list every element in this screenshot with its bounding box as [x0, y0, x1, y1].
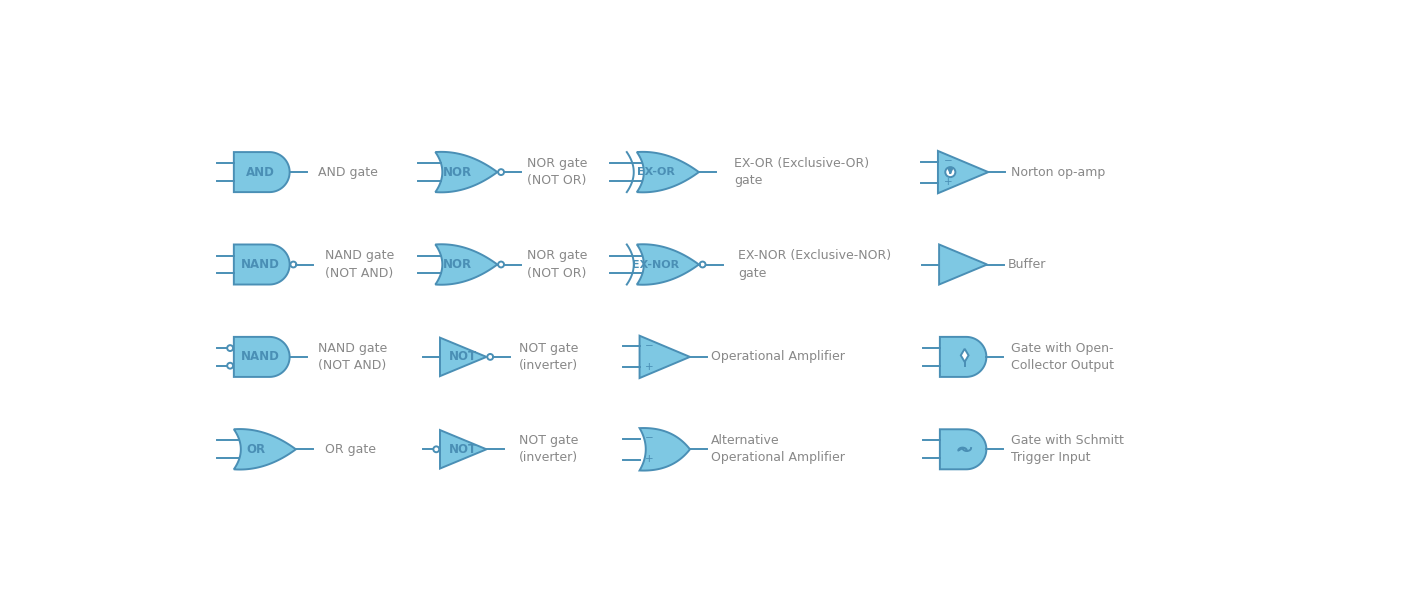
Text: AND gate: AND gate: [318, 166, 377, 179]
Circle shape: [498, 262, 504, 268]
Polygon shape: [234, 244, 289, 284]
Circle shape: [498, 169, 504, 175]
Text: NOR: NOR: [442, 166, 472, 179]
Text: EX-OR: EX-OR: [637, 167, 675, 177]
Polygon shape: [960, 349, 969, 362]
Circle shape: [227, 363, 233, 368]
Text: Alternative
Operational Amplifier: Alternative Operational Amplifier: [712, 434, 846, 464]
Text: NOT: NOT: [449, 350, 477, 364]
Polygon shape: [435, 244, 497, 285]
Polygon shape: [637, 244, 699, 285]
Polygon shape: [234, 337, 289, 377]
Text: NOR gate
(NOT OR): NOR gate (NOT OR): [527, 250, 587, 280]
Polygon shape: [441, 338, 487, 376]
Polygon shape: [441, 430, 487, 469]
Text: NOR: NOR: [442, 258, 472, 271]
Text: NOT gate
(inverter): NOT gate (inverter): [520, 342, 579, 372]
Text: NAND gate
(NOT AND): NAND gate (NOT AND): [318, 342, 387, 372]
Polygon shape: [940, 429, 987, 469]
Polygon shape: [234, 429, 297, 470]
Text: Operational Amplifier: Operational Amplifier: [712, 350, 846, 364]
Polygon shape: [637, 152, 699, 193]
Text: EX-NOR: EX-NOR: [633, 259, 679, 269]
Polygon shape: [939, 244, 987, 284]
Text: −: −: [645, 341, 654, 350]
Text: NAND: NAND: [241, 350, 280, 364]
Text: +: +: [645, 454, 654, 464]
Text: AND: AND: [246, 166, 275, 179]
Polygon shape: [640, 428, 690, 470]
Text: EX-NOR (Exclusive-NOR)
gate: EX-NOR (Exclusive-NOR) gate: [738, 250, 891, 280]
Polygon shape: [940, 337, 987, 377]
Text: OR: OR: [246, 443, 265, 456]
Circle shape: [487, 354, 493, 360]
Text: NOT gate
(inverter): NOT gate (inverter): [520, 434, 579, 464]
Text: Gate with Schmitt
Trigger Input: Gate with Schmitt Trigger Input: [1011, 434, 1124, 464]
Text: OR gate: OR gate: [325, 443, 377, 456]
Text: −: −: [943, 156, 952, 166]
Text: NOT: NOT: [449, 443, 477, 456]
Circle shape: [227, 345, 233, 351]
Circle shape: [945, 167, 956, 177]
Text: +: +: [943, 177, 952, 187]
Text: −: −: [645, 433, 654, 443]
Text: NAND gate
(NOT AND): NAND gate (NOT AND): [325, 250, 394, 280]
Polygon shape: [640, 336, 690, 378]
Text: Gate with Open-
Collector Output: Gate with Open- Collector Output: [1011, 342, 1114, 372]
Text: Buffer: Buffer: [1008, 258, 1046, 271]
Circle shape: [433, 446, 439, 452]
Circle shape: [699, 262, 706, 268]
Polygon shape: [435, 152, 497, 193]
Polygon shape: [234, 152, 289, 192]
Text: Norton op-amp: Norton op-amp: [1011, 166, 1106, 179]
Text: +: +: [645, 362, 654, 372]
Polygon shape: [938, 151, 988, 193]
Text: EX-OR (Exclusive-OR)
gate: EX-OR (Exclusive-OR) gate: [734, 157, 870, 187]
Circle shape: [291, 262, 297, 268]
Text: NAND: NAND: [241, 258, 280, 271]
Text: NOR gate
(NOT OR): NOR gate (NOT OR): [527, 157, 587, 187]
